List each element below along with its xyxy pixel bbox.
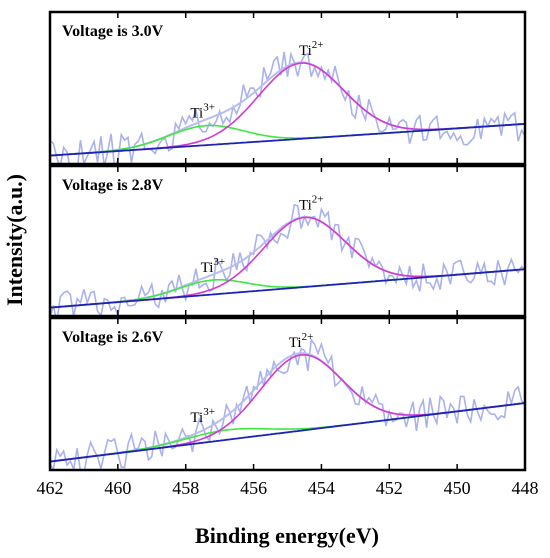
annotation-superscript: 2+ [302,331,314,343]
annotation-ti3plus: Ti3+ [190,102,215,122]
raw-spectrum-line [50,51,525,164]
annotation-superscript: 3+ [213,256,225,268]
background-line [50,122,525,157]
ti2-peak-line [50,62,525,157]
annotation-ti2plus: Ti2+ [299,193,324,213]
annotation-superscript: 3+ [203,406,215,418]
x-tick-label: 456 [240,478,267,498]
x-axis-label: Binding energy(eV) [195,523,379,548]
panel-frame [48,164,527,318]
x-tick-label: 452 [376,478,403,498]
envelope-fit-line [50,215,525,309]
panel-label: Voltage is 2.6V [62,329,164,346]
annotation-ti2plus: Ti2+ [299,39,324,59]
background-line [50,402,525,463]
panel-frame [48,10,527,166]
annotation-superscript: 2+ [312,39,324,51]
annotation-base: Ti [299,197,312,213]
annotation-ti3plus: Ti3+ [190,406,215,426]
annotation-superscript: 3+ [203,102,215,114]
raw-spectrum-line [50,203,525,316]
panel-plot-area [50,203,525,316]
x-tick-label: 458 [172,478,199,498]
y-axis-label: Intensity(a.u.) [2,174,27,306]
x-tick-label: 448 [512,478,539,498]
annotation-base: Ti [299,43,312,59]
annotation-superscript: 2+ [312,193,324,205]
panel-3: Voltage is 2.6V Ti2+Ti3+ [48,316,527,472]
annotation-base: Ti [289,335,302,351]
panel-frame [48,316,527,472]
panel-label: Voltage is 2.8V [62,177,164,194]
x-tick-label: 450 [444,478,471,498]
panel-label: Voltage is 3.0V [62,23,164,40]
annotation-ti3plus: Ti3+ [201,256,226,276]
x-tick-label: 462 [37,478,64,498]
background-line [50,268,525,309]
annotation-base: Ti [190,410,203,426]
annotation-base: Ti [201,260,214,276]
panel-plot-area [50,51,525,164]
x-tick-label: 460 [104,478,131,498]
annotation-base: Ti [190,106,203,122]
annotation-ti2plus: Ti2+ [289,331,314,351]
x-tick-label: 454 [308,478,335,498]
ti2-peak-line [50,216,525,309]
panel-plot-area [50,337,525,470]
